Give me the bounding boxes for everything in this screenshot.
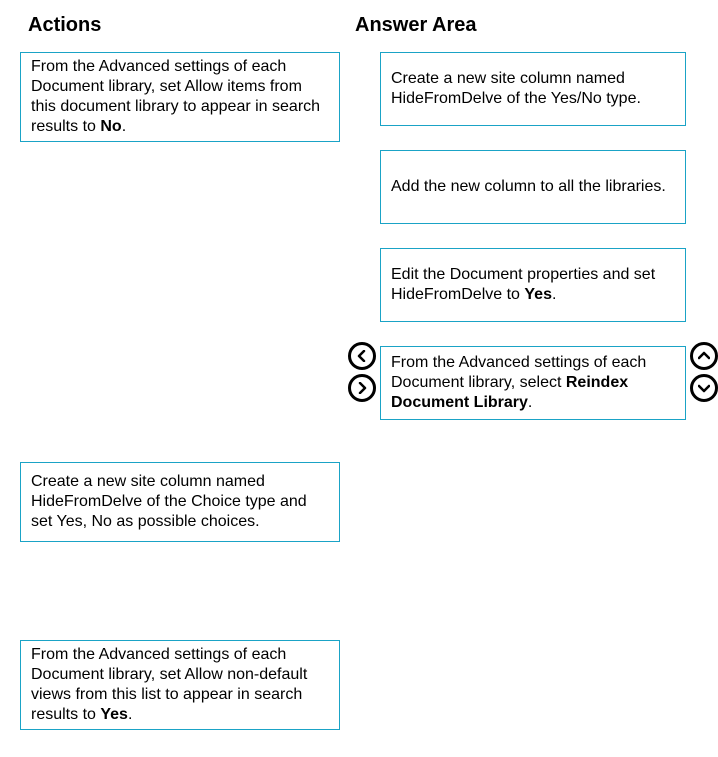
chevron-down-icon [698,382,710,394]
chevron-up-icon [698,350,710,362]
move-down-button[interactable] [690,374,718,402]
answer-card-text: Add the new column to all the libraries. [391,177,666,197]
actions-heading: Actions [28,14,101,37]
action-card-text: Create a new site column named HideFromD… [31,472,329,532]
answer-card-text: Create a new site column named HideFromD… [391,69,675,109]
answer-card[interactable]: Add the new column to all the libraries. [380,150,686,224]
action-card[interactable]: From the Advanced settings of each Docum… [20,52,340,142]
answer-card[interactable]: Create a new site column named HideFromD… [380,52,686,126]
action-card-text: From the Advanced settings of each Docum… [31,57,329,137]
page-root: Actions Answer Area From the Advanced se… [0,0,718,757]
chevron-left-icon [356,350,368,362]
answer-card-text: Edit the Document properties and set Hid… [391,265,675,305]
move-right-button[interactable] [348,374,376,402]
action-card[interactable]: From the Advanced settings of each Docum… [20,640,340,730]
answer-card-text: From the Advanced settings of each Docum… [391,353,675,413]
action-card-text: From the Advanced settings of each Docum… [31,645,329,725]
action-card[interactable]: Create a new site column named HideFromD… [20,462,340,542]
answer-heading: Answer Area [355,14,477,37]
answer-card[interactable]: Edit the Document properties and set Hid… [380,248,686,322]
move-up-button[interactable] [690,342,718,370]
answer-card[interactable]: From the Advanced settings of each Docum… [380,346,686,420]
move-left-button[interactable] [348,342,376,370]
chevron-right-icon [356,382,368,394]
